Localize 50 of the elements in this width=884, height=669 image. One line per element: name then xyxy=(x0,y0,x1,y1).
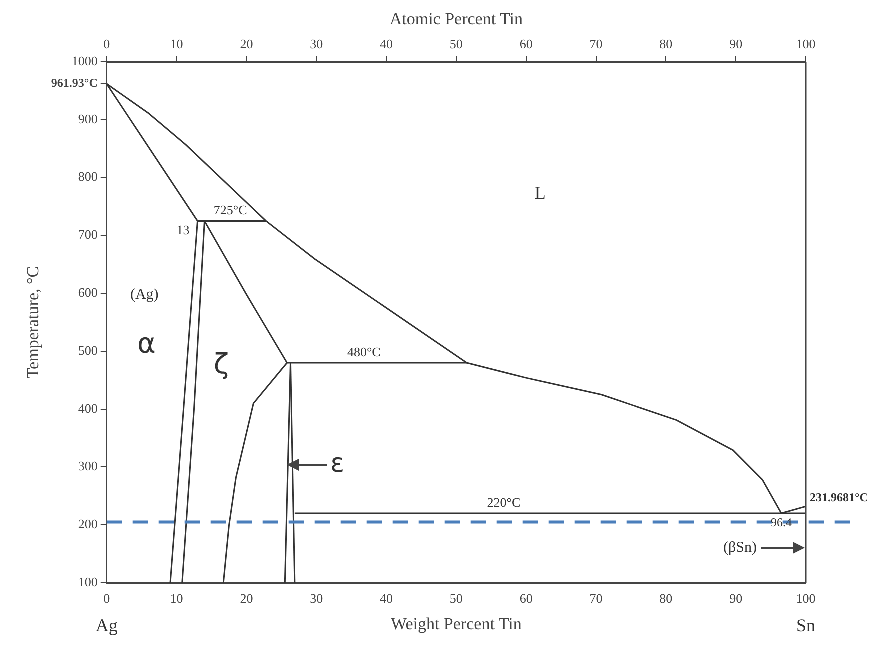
x2-tick-label: 20 xyxy=(240,36,254,52)
x-tick-label: 0 xyxy=(104,591,110,606)
annotation: L xyxy=(534,183,546,204)
y-tick-label: 400 xyxy=(78,400,98,416)
text: Sn xyxy=(796,616,816,636)
x2-tick-label: 80 xyxy=(660,36,673,52)
annotation: 96.4 xyxy=(771,516,792,530)
annotation: 231.9681°C xyxy=(810,490,868,505)
annotation: 480°C xyxy=(347,344,381,360)
x2-tick-label: 50 xyxy=(450,36,463,52)
annotation: 220°C xyxy=(487,494,521,510)
x2-tick-label: 30 xyxy=(310,36,324,52)
annotation: 725°C xyxy=(214,202,248,218)
annotation: ε xyxy=(330,449,345,480)
x-tick-label: 50 xyxy=(450,591,463,606)
x-tick-label: 10 xyxy=(170,591,184,606)
x2-tick-label: 10 xyxy=(170,36,184,52)
x2-tick-label: 70 xyxy=(590,36,603,52)
y-tick-label: 200 xyxy=(78,516,98,532)
x-tick-label: 40 xyxy=(380,591,394,606)
x-tick-label: 20 xyxy=(240,591,254,606)
y-tick-label: 900 xyxy=(78,111,98,126)
y-tick-label: 300 xyxy=(78,458,98,474)
x2-tick-label: 60 xyxy=(520,36,533,52)
x2-axis-title: Atomic Percent Tin xyxy=(390,10,524,29)
y-tick-label: 500 xyxy=(78,342,98,358)
y-tick-label: 100 xyxy=(78,574,98,590)
annotation: (Ag) xyxy=(130,286,159,303)
x2-tick-label: 90 xyxy=(730,36,743,52)
x2-tick-label: 0 xyxy=(104,36,110,52)
annotation: ζ xyxy=(214,348,230,381)
x-axis-title: Weight Percent Tin xyxy=(391,614,522,634)
annotation: 13 xyxy=(176,222,190,238)
x-tick-label: 90 xyxy=(730,591,743,606)
x-tick-label: 80 xyxy=(660,591,673,606)
x2-tick-label: 100 xyxy=(796,36,816,52)
y-tick-label: 700 xyxy=(78,227,98,242)
annotation: α xyxy=(137,327,156,360)
x-tick-label: 70 xyxy=(590,591,603,606)
x2-tick-label: 40 xyxy=(380,36,394,52)
y-axis-title: Temperature, °C xyxy=(24,266,43,379)
y-tick-label: 600 xyxy=(78,284,98,300)
text: Ag xyxy=(96,616,118,636)
annotation: (βSn) xyxy=(724,540,758,556)
y-tick-label: 961.93°C xyxy=(51,76,98,90)
x-tick-label: 30 xyxy=(310,591,324,606)
y-tick-label: 800 xyxy=(78,169,98,184)
x-tick-label: 60 xyxy=(520,591,533,606)
x-tick-label: 100 xyxy=(796,591,816,606)
y-tick-label: 1000 xyxy=(72,53,98,68)
